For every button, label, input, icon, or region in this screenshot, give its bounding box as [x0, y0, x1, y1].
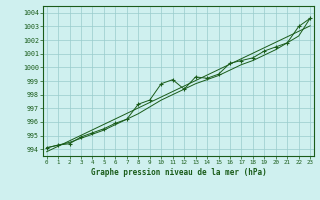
X-axis label: Graphe pression niveau de la mer (hPa): Graphe pression niveau de la mer (hPa) [91, 168, 266, 177]
